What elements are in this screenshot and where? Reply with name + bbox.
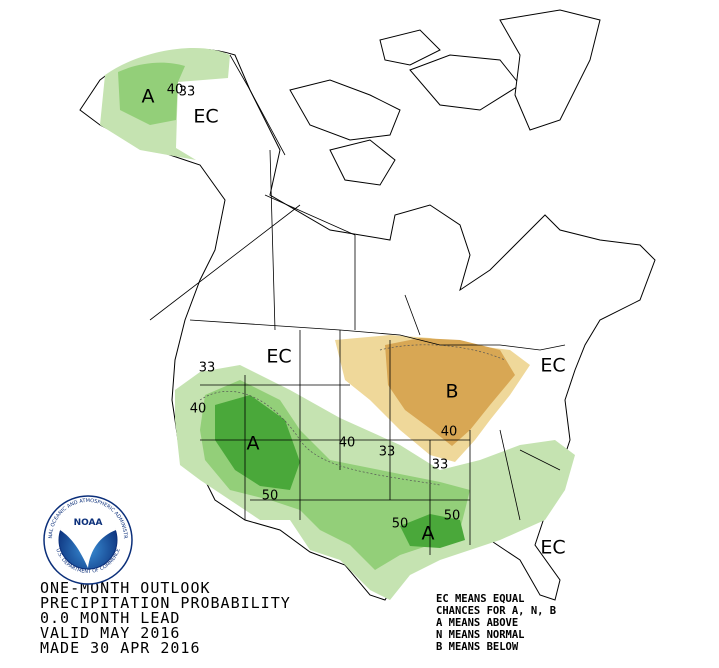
legend-line: A MEANS ABOVE <box>436 617 518 629</box>
logo-name: NOAA <box>74 518 103 528</box>
legend-line: CHANCES FOR A, N, B <box>436 605 556 617</box>
map-label: EC <box>266 346 291 368</box>
map-label: A <box>422 523 435 545</box>
map-label: 50 <box>444 509 461 524</box>
map-label: 40 <box>441 425 458 440</box>
map-label: 40 <box>190 402 207 417</box>
legend-line: EC MEANS EQUAL <box>436 593 525 605</box>
caption-line: VALID MAY 2016 <box>40 624 180 642</box>
map-label: EC <box>540 355 565 377</box>
caption-line: PRECIPITATION PROBABILITY <box>40 594 291 612</box>
map-label: EC <box>540 537 565 559</box>
map-label: 50 <box>392 517 409 532</box>
map-label: A <box>247 433 260 455</box>
contours <box>199 344 506 486</box>
map-label: 40 <box>339 436 356 451</box>
legend-line: B MEANS BELOW <box>436 641 519 653</box>
map-label: 33 <box>379 445 396 460</box>
map-label: 50 <box>262 489 279 504</box>
map-label: 33 <box>179 85 196 100</box>
legend-line: N MEANS NORMAL <box>436 629 525 641</box>
map-label: 33 <box>432 458 449 473</box>
map-label: A <box>142 86 155 108</box>
caption-line: MADE 30 APR 2016 <box>40 639 201 657</box>
map-label: 33 <box>199 361 216 376</box>
map-label: 40 <box>167 83 184 98</box>
caption-line: 0.0 MONTH LEAD <box>40 609 180 627</box>
shading <box>100 47 575 600</box>
map-label: EC <box>193 106 218 128</box>
map-label: B <box>445 381 458 403</box>
